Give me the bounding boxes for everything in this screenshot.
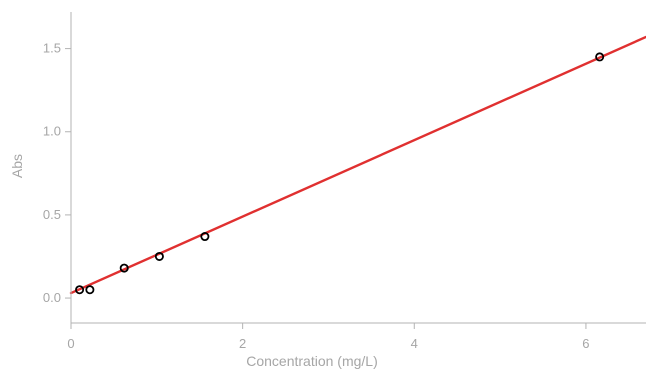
plot-area xyxy=(69,35,646,295)
x-axis-label: Concentration (mg/L) xyxy=(246,353,378,369)
data-point xyxy=(595,52,605,62)
data-point xyxy=(154,251,164,261)
y-tick-label: 1.5 xyxy=(43,41,61,56)
data-point xyxy=(200,232,210,242)
x-tick-label: 2 xyxy=(239,336,246,351)
data-point xyxy=(75,285,85,295)
y-tick-label: 1.0 xyxy=(43,124,61,139)
x-tick-label: 0 xyxy=(67,336,74,351)
x-tick-label: 4 xyxy=(411,336,418,351)
fit-line xyxy=(69,35,646,295)
y-ticks: 0.0 0.5 1.0 1.5 xyxy=(43,41,71,305)
x-tick-label: 6 xyxy=(582,336,589,351)
data-point xyxy=(85,285,95,295)
x-ticks: 0 2 4 6 xyxy=(67,323,590,351)
y-tick-label: 0.0 xyxy=(43,290,61,305)
y-axis-label: Abs xyxy=(9,154,25,178)
y-tick-label: 0.5 xyxy=(43,207,61,222)
data-point xyxy=(119,263,129,273)
